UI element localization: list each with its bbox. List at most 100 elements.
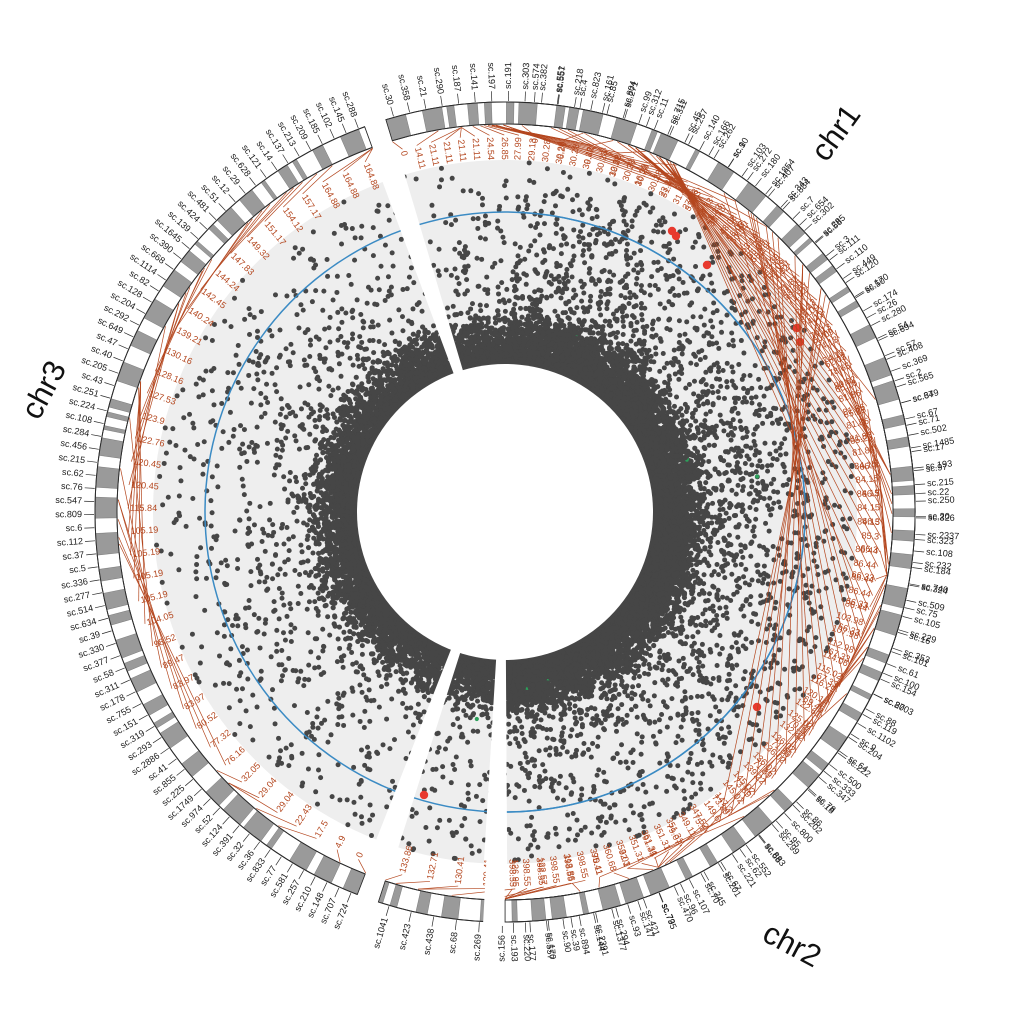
scatter-point xyxy=(516,783,522,789)
scatter-point xyxy=(526,248,532,254)
scatter-point xyxy=(697,357,703,363)
scatter-point xyxy=(757,458,763,464)
scatter-point xyxy=(656,812,662,818)
scatter-point xyxy=(711,442,717,448)
scatter-point xyxy=(698,786,704,792)
scatter-point xyxy=(640,781,646,787)
scatter-point xyxy=(598,312,604,318)
scatter-point xyxy=(558,717,564,723)
scatter-point xyxy=(483,776,489,782)
scatter-point xyxy=(595,734,601,740)
scatter-point xyxy=(773,709,779,715)
scatter-point xyxy=(736,362,742,367)
scatter-point xyxy=(650,326,656,332)
scatter-point xyxy=(446,817,452,823)
scatter-point xyxy=(477,782,483,788)
scatter-point xyxy=(786,586,792,592)
scatter-point xyxy=(434,731,440,737)
scatter-point xyxy=(711,288,717,294)
scatter-point xyxy=(553,230,559,236)
scatter-point xyxy=(607,286,613,292)
scatter-point xyxy=(688,750,694,756)
scatter-point xyxy=(463,712,469,718)
scatter-point xyxy=(470,728,476,734)
scatter-point xyxy=(729,468,735,474)
scatter-point xyxy=(768,512,774,518)
scatter-point xyxy=(547,745,553,751)
scatter-point xyxy=(574,817,580,823)
scatter-point xyxy=(462,815,468,821)
scatter-point xyxy=(748,594,754,600)
scatter-point xyxy=(738,542,744,548)
scatter-point xyxy=(558,295,564,301)
scatter-point xyxy=(473,793,479,799)
scatter-point xyxy=(683,227,689,233)
scatter-point xyxy=(708,318,714,324)
scatter-point xyxy=(822,476,828,482)
scatter-point xyxy=(627,295,633,301)
scatter-point xyxy=(622,295,628,301)
scatter-point xyxy=(675,712,681,718)
scatter-point xyxy=(713,704,719,710)
scatter-point xyxy=(706,691,712,697)
scatter-point xyxy=(571,253,577,259)
scatter-point xyxy=(690,314,696,320)
scatter-point xyxy=(442,746,448,752)
scatter-point xyxy=(558,242,564,248)
scatter-point xyxy=(688,422,694,428)
scatter-point xyxy=(748,553,754,559)
scatter-point xyxy=(773,448,779,454)
scatter-point xyxy=(569,274,575,280)
scatter-point xyxy=(650,733,656,739)
scatter-point xyxy=(782,436,788,442)
scatter-point xyxy=(671,211,677,217)
scatter-point xyxy=(758,385,764,391)
scatter-point xyxy=(542,768,548,774)
scatter-point xyxy=(728,542,734,548)
scatter-point xyxy=(525,202,531,208)
scatter-point xyxy=(767,451,773,457)
scatter-point xyxy=(515,836,521,842)
scatter-point xyxy=(450,722,456,728)
scatter-point xyxy=(716,345,722,351)
scatter-point xyxy=(770,456,776,462)
scatter-point xyxy=(633,281,639,287)
scatter-point xyxy=(602,778,608,784)
scatter-point xyxy=(612,236,618,242)
scatter-point xyxy=(762,440,768,446)
scatter-point xyxy=(829,631,835,637)
scatter-point xyxy=(649,333,655,339)
scatter-point xyxy=(620,332,626,338)
scatter-point xyxy=(822,569,828,575)
scatter-point xyxy=(665,250,671,256)
scatter-point xyxy=(453,754,459,760)
scatter-point xyxy=(531,179,537,185)
scatter-point xyxy=(560,797,566,803)
scatter-point xyxy=(708,786,714,792)
scatter-point xyxy=(711,569,717,575)
scatter-point xyxy=(744,523,750,529)
scatter-point xyxy=(476,848,482,854)
scatter-point xyxy=(631,675,637,681)
scatter-point xyxy=(679,370,685,376)
scatter-point xyxy=(566,826,572,832)
scatter-point xyxy=(664,788,670,794)
scatter-point xyxy=(585,747,591,753)
scatter-point xyxy=(453,829,459,835)
scatter-point xyxy=(629,218,635,224)
scatter-point xyxy=(653,784,659,790)
scatter-point xyxy=(771,557,777,563)
scatter-point xyxy=(684,319,690,325)
scatter-point xyxy=(513,264,519,270)
scatter-point xyxy=(636,683,642,689)
scatter-point xyxy=(834,620,840,626)
scatter-point xyxy=(589,318,595,324)
scatter-point xyxy=(455,716,461,722)
scatter-point xyxy=(652,719,658,725)
scatter-point xyxy=(622,817,628,823)
scatter-point xyxy=(682,796,688,802)
scatter-point xyxy=(690,634,696,640)
scatter-point xyxy=(638,305,644,311)
scatter-point xyxy=(666,668,672,674)
scatter-point xyxy=(651,642,657,649)
